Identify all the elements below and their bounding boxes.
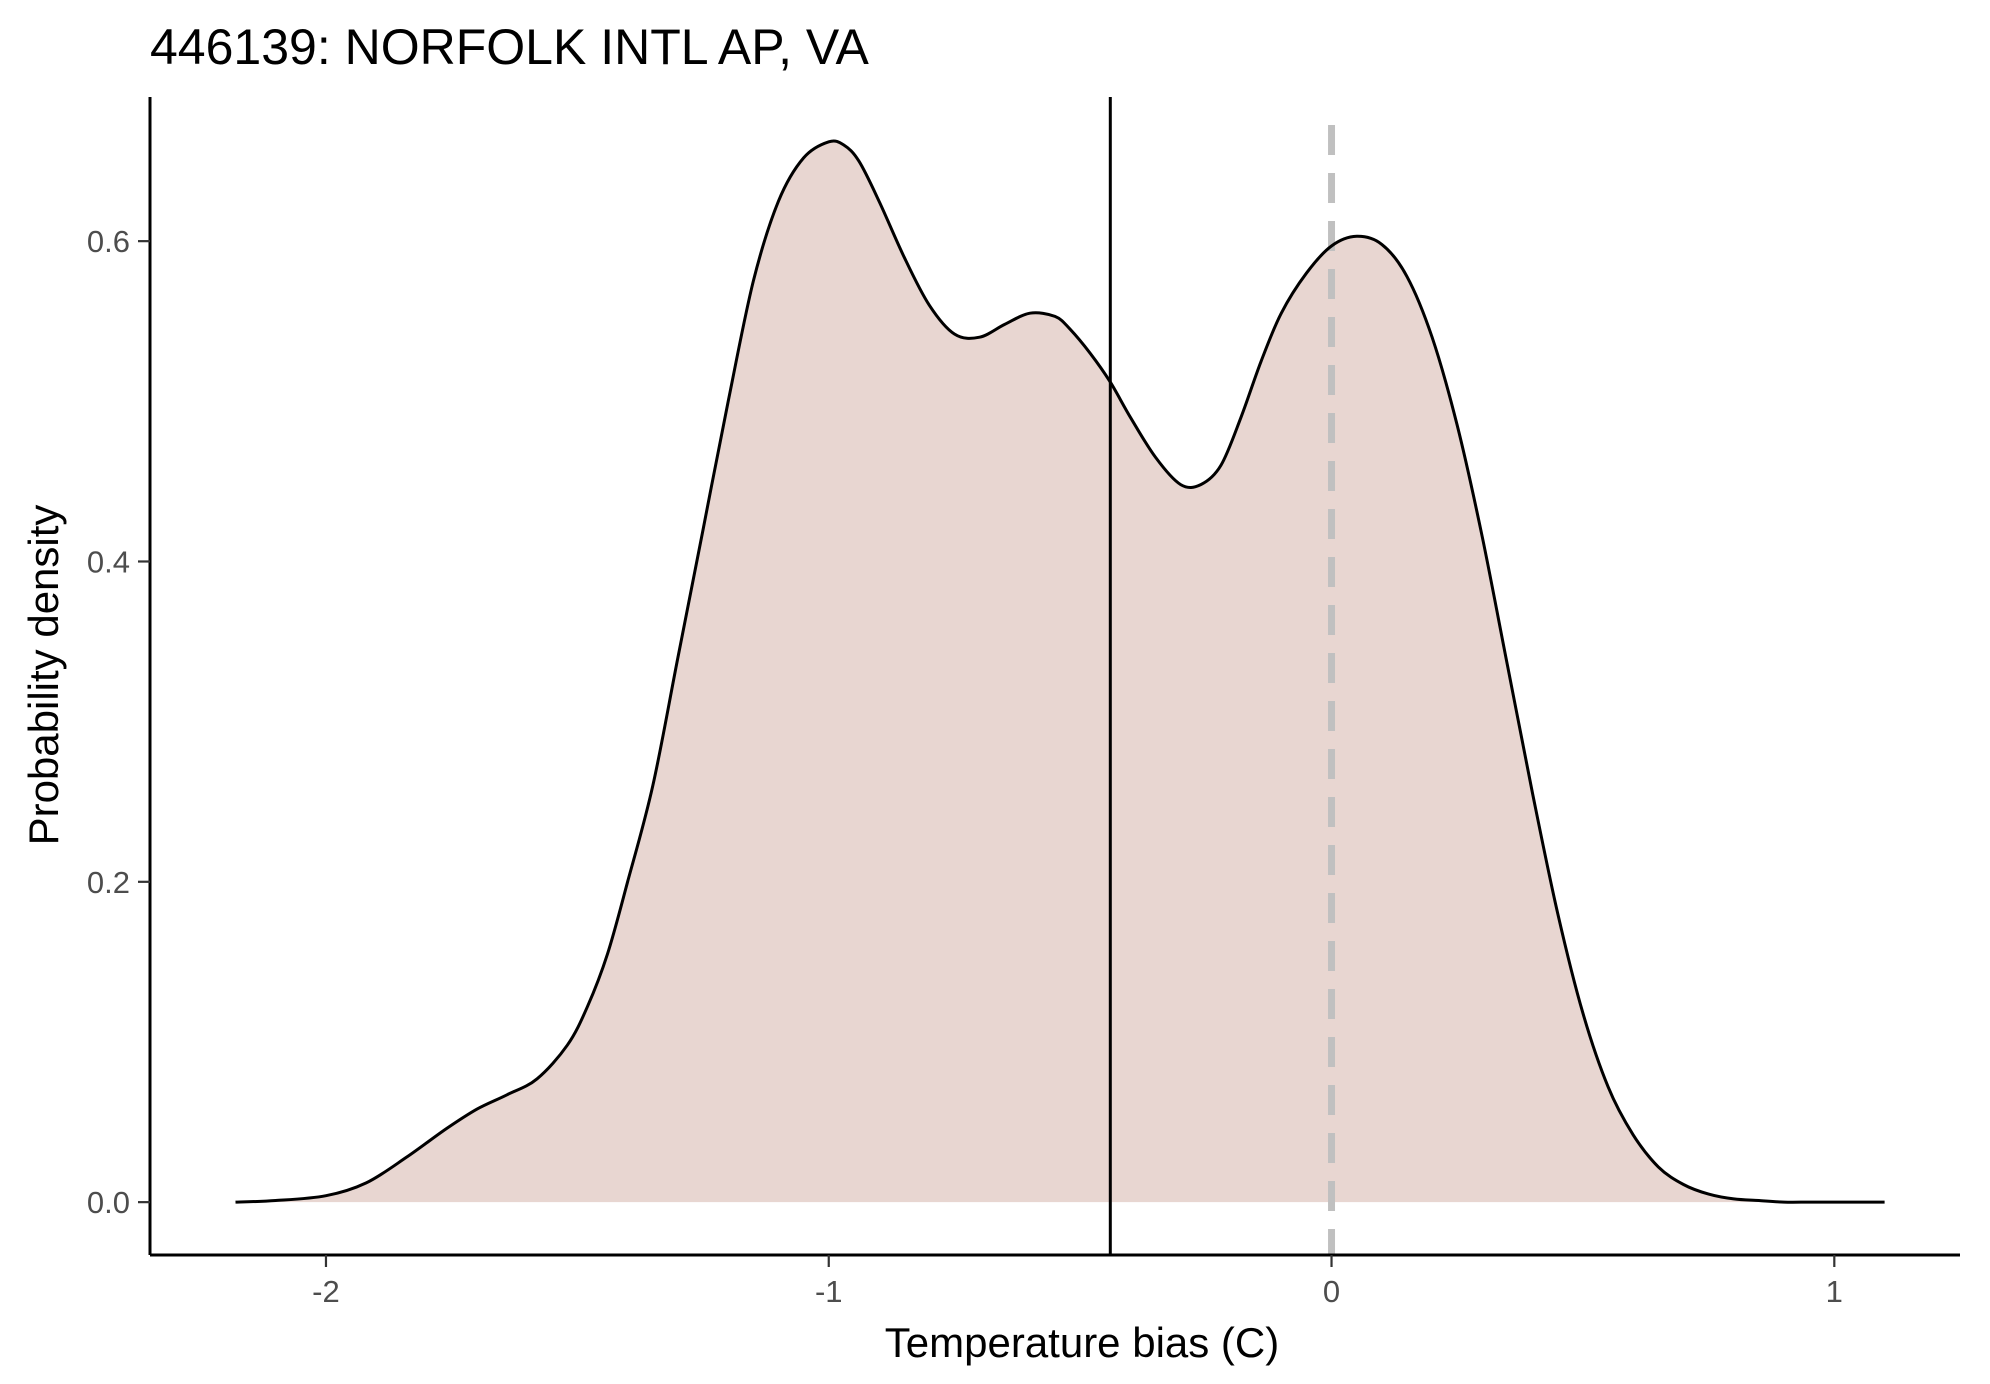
density-area xyxy=(235,140,1885,1203)
plot-area xyxy=(235,97,1885,1255)
x-tick-label: -2 xyxy=(312,1274,340,1309)
x-tick-label: -1 xyxy=(815,1274,843,1309)
x-axis-ticks: -2 -1 0 1 xyxy=(312,1255,1843,1309)
density-curve xyxy=(235,139,1885,1204)
chart-title: 446139: NORFOLK INTL AP, VA xyxy=(150,19,870,75)
y-tick-label: 0.2 xyxy=(87,865,130,900)
y-tick-label: 0.4 xyxy=(87,544,130,579)
y-axis-title: Probability density xyxy=(20,505,67,846)
x-axis-title: Temperature bias (C) xyxy=(885,1319,1279,1366)
x-tick-label: 1 xyxy=(1826,1274,1843,1309)
y-tick-label: 0.6 xyxy=(87,224,130,259)
y-axis-ticks: 0.0 0.2 0.4 0.6 xyxy=(87,224,150,1220)
y-tick-label: 0.0 xyxy=(87,1185,130,1220)
x-tick-label: 0 xyxy=(1323,1274,1340,1309)
axes: -2 -1 0 1 0.0 0.2 0.4 0.6 xyxy=(87,97,1960,1309)
